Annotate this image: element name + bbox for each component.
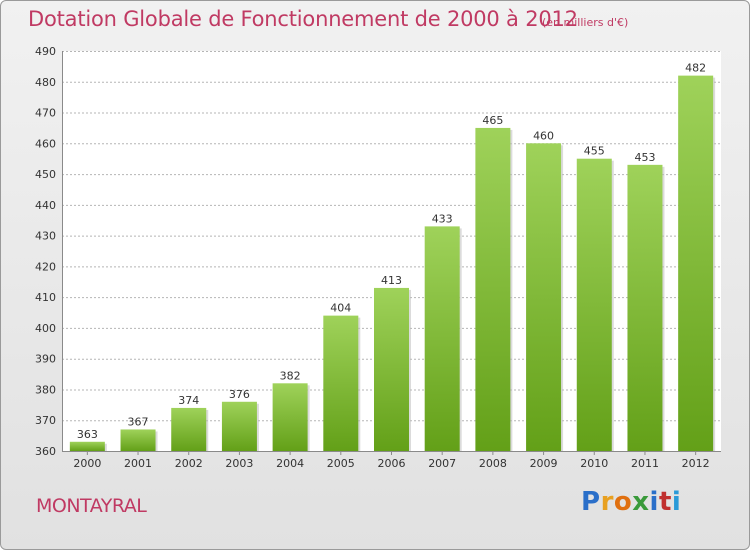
data-label: 433	[432, 212, 453, 225]
data-label: 453	[634, 151, 655, 164]
y-tick-label: 400	[35, 322, 56, 335]
logo-letter: P	[581, 487, 601, 517]
bar	[678, 75, 714, 451]
bar	[374, 287, 409, 451]
x-tick-label: 2011	[631, 457, 659, 470]
x-tick-label: 2006	[378, 457, 406, 470]
y-tick-label: 370	[35, 414, 56, 427]
commune-name: MONTAYRAL	[36, 495, 147, 517]
data-label: 382	[280, 369, 301, 382]
data-label: 404	[330, 302, 351, 315]
bar	[221, 401, 257, 451]
data-label: 460	[533, 129, 554, 142]
x-tick-label: 2009	[530, 457, 558, 470]
data-label: 363	[77, 428, 98, 441]
data-label: 376	[229, 388, 250, 401]
logo-letter: o	[613, 487, 633, 517]
data-label: 367	[128, 415, 149, 428]
bar	[171, 407, 207, 451]
y-tick-label: 360	[35, 445, 56, 458]
x-tick-label: 2003	[225, 457, 253, 470]
y-tick-label: 380	[35, 383, 56, 396]
x-tick-label: 2000	[73, 457, 101, 470]
y-tick-label: 420	[35, 260, 56, 273]
logo-letter: i	[671, 487, 682, 517]
bar	[323, 315, 359, 451]
x-tick-label: 2008	[479, 457, 507, 470]
data-label: 374	[178, 394, 199, 407]
y-tick-label: 480	[35, 76, 56, 89]
logo-letter: x	[632, 487, 650, 517]
x-tick-label: 2004	[276, 457, 304, 470]
logo-letter: r	[600, 487, 614, 517]
bar	[424, 226, 460, 451]
y-tick-label: 440	[35, 199, 56, 212]
logo-letter: i	[649, 487, 659, 517]
bar	[120, 429, 156, 451]
y-tick-label: 390	[35, 353, 56, 366]
bar	[576, 158, 612, 451]
y-tick-label: 470	[35, 107, 56, 120]
x-tick-label: 2012	[682, 457, 710, 470]
data-label: 413	[381, 274, 402, 287]
data-label: 465	[482, 114, 503, 127]
logo-letter: t	[658, 487, 672, 517]
bar	[526, 143, 562, 452]
proxiti-logo: Proxiti	[581, 487, 681, 517]
x-tick-label: 2001	[124, 457, 152, 470]
x-tick-label: 2002	[175, 457, 203, 470]
y-tick-label: 430	[35, 230, 56, 243]
y-tick-label: 460	[35, 137, 56, 150]
y-tick-label: 450	[35, 168, 56, 181]
x-tick-label: 2007	[428, 457, 456, 470]
data-label: 482	[685, 62, 706, 75]
x-tick-label: 2005	[327, 457, 355, 470]
bar	[272, 383, 308, 451]
chart-subtitle: (en milliers d'€)	[542, 16, 629, 29]
bar	[69, 441, 105, 451]
bar	[475, 127, 511, 451]
y-tick-label: 490	[35, 45, 56, 58]
x-tick-label: 2010	[580, 457, 608, 470]
y-tick-label: 410	[35, 291, 56, 304]
chart-title: Dotation Globale de Fonctionnement de 20…	[28, 7, 578, 31]
data-label: 455	[584, 145, 605, 158]
bar	[627, 164, 663, 451]
